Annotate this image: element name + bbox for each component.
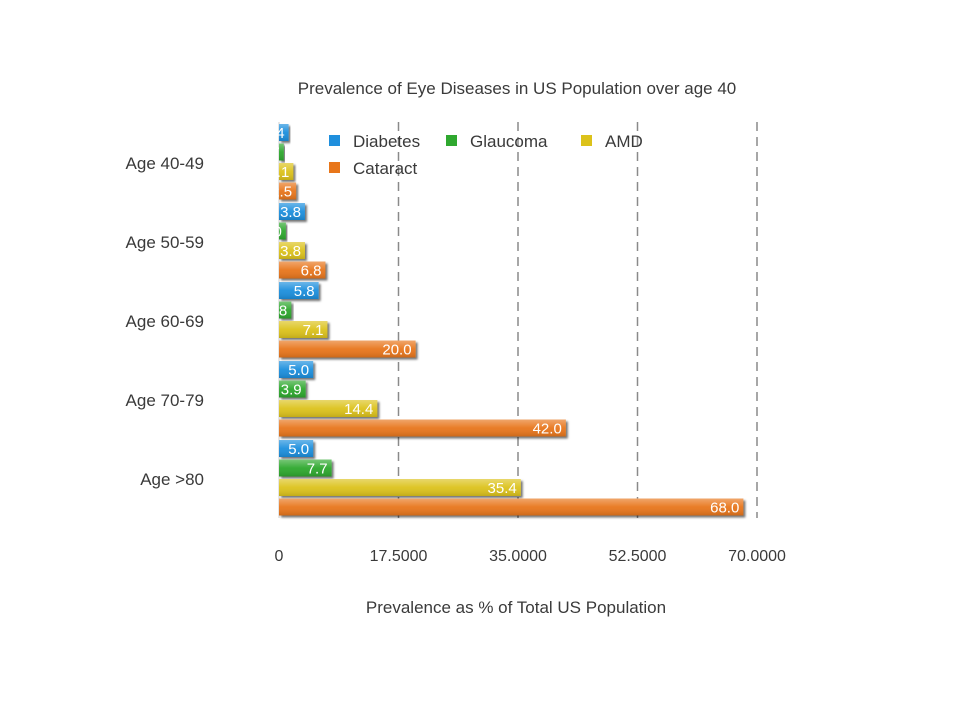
bar-gloss — [279, 261, 326, 279]
bar-gloss — [279, 459, 332, 477]
x-tick-labels: 0 17.5000 35.0000 52.5000 70.0000 — [275, 548, 786, 565]
legend: Diabetes Glaucoma AMD Cataract — [329, 132, 643, 178]
category-label: Age 70-79 — [126, 391, 204, 410]
category-labels: Age 40-49 Age 50-59 Age 60-69 Age 70-79 Age … — [126, 154, 204, 489]
bar-gloss — [279, 282, 319, 299]
category-label: Age 60-69 — [126, 312, 204, 331]
bar-gloss — [279, 163, 294, 180]
x-tick-label: 52.5000 — [609, 548, 667, 565]
bar-gloss — [279, 400, 378, 417]
legend-label-diabetes: Diabetes — [353, 132, 420, 151]
data-label: 68.0 — [710, 500, 739, 517]
category-label: Age 50-59 — [126, 233, 204, 252]
data-label: 0.7 — [259, 145, 280, 162]
data-label: 2.5 — [271, 184, 292, 201]
data-label: 5.0 — [288, 362, 309, 379]
bar-gloss — [279, 301, 292, 319]
data-label: 5.0 — [288, 441, 309, 458]
data-label: 35.4 — [488, 480, 517, 497]
legend-swatch-diabetes — [329, 135, 340, 146]
bar-gloss — [279, 242, 305, 259]
data-label: 1.4 — [264, 125, 285, 142]
data-label: 5.8 — [294, 283, 315, 300]
x-tick-label: 70.0000 — [728, 548, 786, 565]
legend-swatch-cataract — [329, 162, 340, 173]
data-label: 20.0 — [382, 342, 411, 359]
bar-gloss — [279, 419, 566, 437]
category-label: Age 40-49 — [126, 154, 204, 173]
bar-gloss — [279, 203, 305, 220]
bars: 1.40.72.12.53.81.03.86.85.81.87.120.05.0… — [259, 124, 744, 517]
data-label: 1.8 — [266, 303, 287, 320]
bar-gloss — [279, 182, 297, 200]
bar-gloss — [279, 361, 314, 378]
bar-gloss — [279, 124, 289, 141]
legend-label-cataract: Cataract — [353, 159, 418, 178]
data-label: 7.1 — [303, 322, 324, 339]
bar-gloss — [279, 222, 286, 240]
x-axis-title: Prevalence as % of Total US Population — [366, 598, 666, 617]
x-tick-label: 35.0000 — [489, 548, 547, 565]
legend-swatch-glaucoma — [446, 135, 457, 146]
gridlines — [278, 122, 758, 518]
data-label: 3.8 — [280, 243, 301, 260]
data-label: 1.0 — [261, 224, 282, 241]
bar-gloss — [279, 143, 284, 161]
data-label: 6.8 — [301, 263, 322, 280]
data-label: 2.1 — [268, 164, 289, 181]
x-tick-label: 0 — [275, 548, 284, 565]
data-label: 3.9 — [281, 382, 302, 399]
legend-swatch-amd — [581, 135, 592, 146]
legend-label-amd: AMD — [605, 132, 643, 151]
data-label: 7.7 — [307, 461, 328, 478]
bar-gloss — [279, 479, 521, 496]
legend-label-glaucoma: Glaucoma — [470, 132, 548, 151]
chart-title: Prevalence of Eye Diseases in US Populat… — [298, 79, 736, 98]
data-label: 42.0 — [533, 421, 562, 438]
data-label: 3.8 — [280, 204, 301, 221]
bar-gloss — [279, 321, 328, 338]
bar-gloss — [279, 498, 744, 516]
bar-gloss — [279, 340, 416, 358]
bar-gloss — [279, 440, 314, 457]
x-tick-label: 17.5000 — [370, 548, 428, 565]
data-label: 14.4 — [344, 401, 373, 418]
category-label: Age >80 — [140, 470, 204, 489]
bar-gloss — [279, 380, 306, 398]
